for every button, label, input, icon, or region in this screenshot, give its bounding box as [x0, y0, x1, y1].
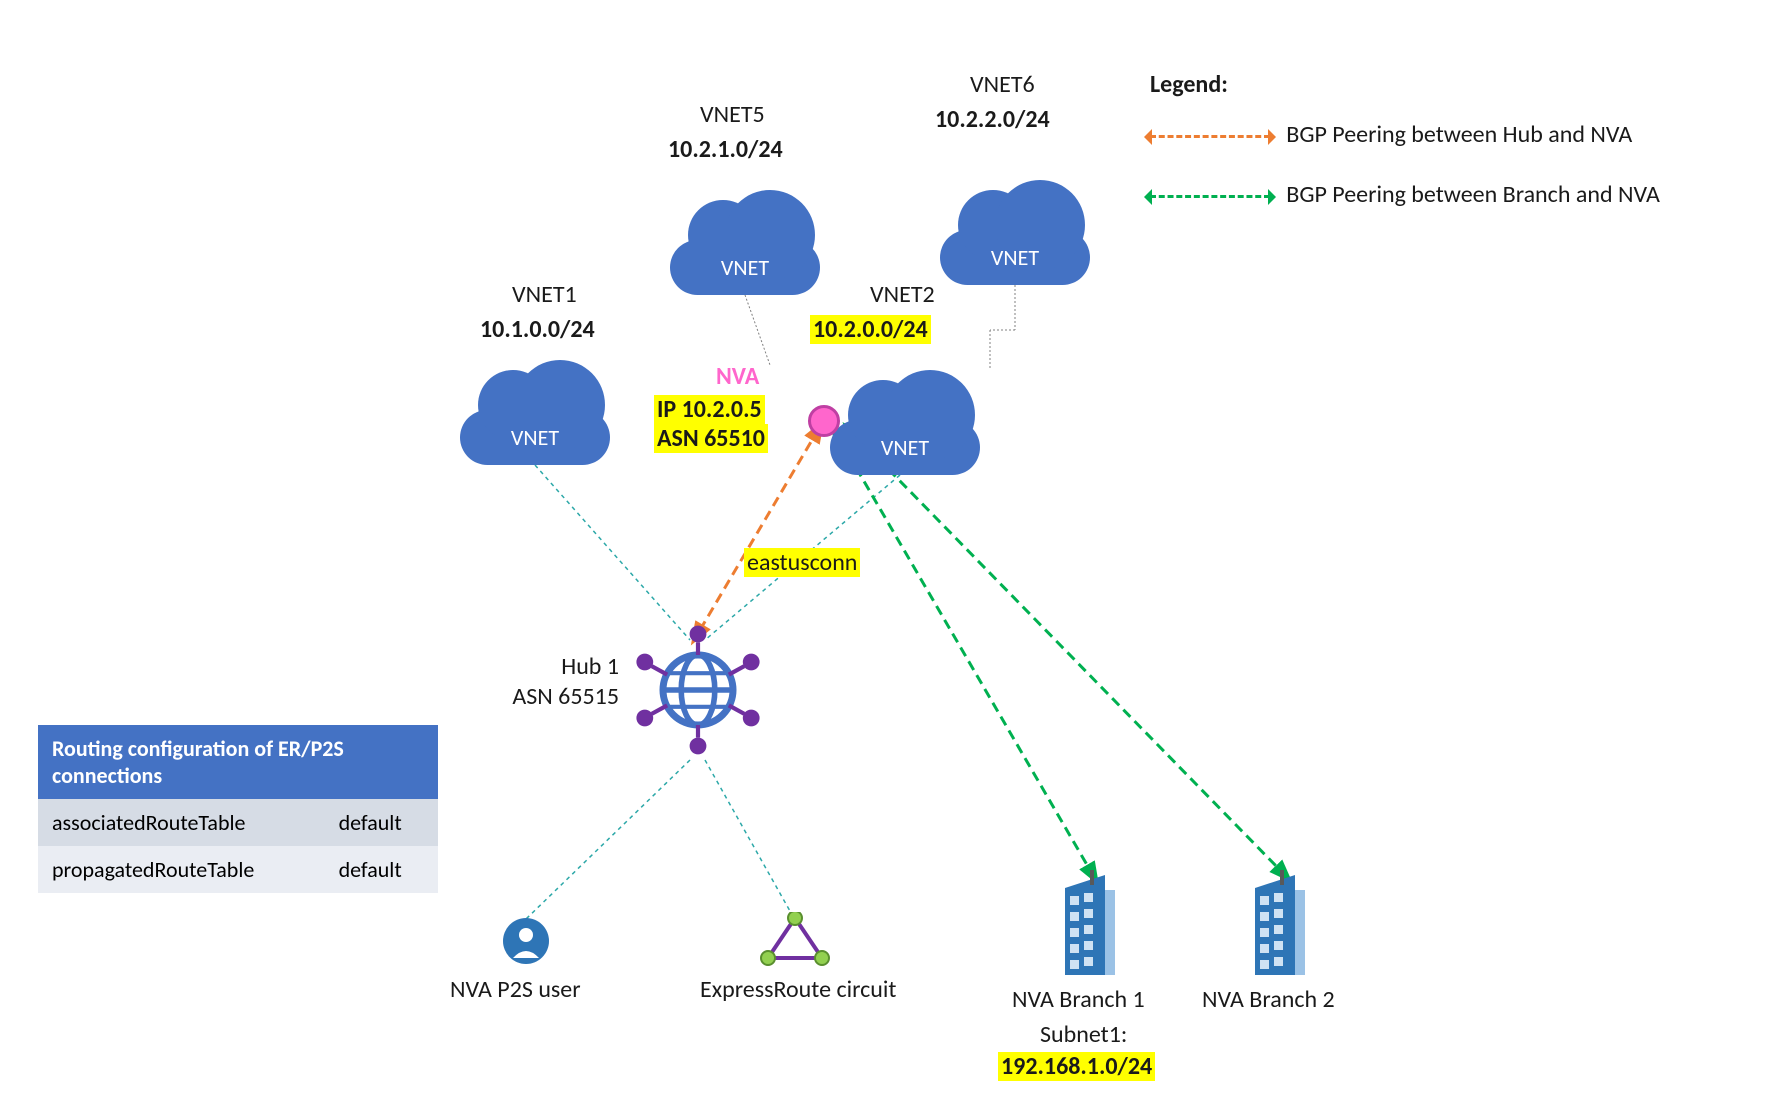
er-label: ExpressRoute circuit: [700, 975, 896, 1004]
branch1-subnet-label: Subnet1:: [1040, 1020, 1127, 1049]
vnet5-cidr: 10.2.1.0/24: [668, 135, 783, 164]
vnet1-cidr: 10.1.0.0/24: [480, 315, 595, 344]
branch1-icon: [1060, 870, 1120, 980]
branch2-icon: [1250, 870, 1310, 980]
vnet1-cloud: VNET: [460, 370, 610, 465]
connection-lines: [0, 0, 1785, 1113]
hub-icon: [628, 620, 768, 760]
expressroute-icon: [760, 912, 830, 968]
routing-val-0: default: [325, 799, 438, 846]
conn-label: eastusconn: [744, 548, 860, 577]
vnet1-title: VNET1: [512, 280, 577, 309]
p2s-user-icon: [503, 918, 549, 964]
legend-arrow-green: [1150, 195, 1270, 198]
nva-dot-icon: [808, 405, 840, 437]
legend-label-1: BGP Peering between Hub and NVA: [1286, 120, 1632, 149]
branch1-label: NVA Branch 1: [1012, 985, 1145, 1014]
table-row: associatedRouteTable default: [38, 799, 438, 846]
vnet2-title: VNET2: [870, 280, 935, 309]
legend-row-1: BGP Peering between Hub and NVA: [1150, 120, 1632, 149]
vnet2-cloud: VNET: [830, 380, 980, 475]
legend-title: Legend:: [1150, 70, 1228, 99]
vnet5-title: VNET5: [700, 100, 765, 129]
nva-info: IP 10.2.0.5 ASN 65510: [654, 395, 768, 453]
p2s-label: NVA P2S user: [450, 975, 581, 1004]
routing-val-1: default: [325, 846, 438, 893]
legend-arrow-orange: [1150, 135, 1270, 138]
branch2-label: NVA Branch 2: [1202, 985, 1335, 1014]
vnet6-node-text: VNET: [940, 244, 1090, 271]
legend-label-2: BGP Peering between Branch and NVA: [1286, 180, 1660, 209]
vnet5-node-text: VNET: [670, 254, 820, 281]
vnet5-cloud: VNET: [670, 200, 820, 295]
vnet6-cloud: VNET: [940, 190, 1090, 285]
vnet6-cidr: 10.2.2.0/24: [935, 105, 1050, 134]
hub-asn: ASN 65515: [494, 682, 619, 711]
hub-name: Hub 1: [494, 652, 619, 681]
routing-key-0: associatedRouteTable: [38, 799, 325, 846]
nva-label: NVA: [716, 362, 759, 391]
routing-config-table: Routing configuration of ER/P2S connecti…: [38, 725, 438, 893]
routing-key-1: propagatedRouteTable: [38, 846, 325, 893]
legend-row-2: BGP Peering between Branch and NVA: [1150, 180, 1660, 209]
table-row: propagatedRouteTable default: [38, 846, 438, 893]
vnet1-node-text: VNET: [460, 424, 610, 451]
routing-table-header: Routing configuration of ER/P2S connecti…: [38, 725, 438, 799]
branch1-subnet: 192.168.1.0/24: [998, 1052, 1155, 1081]
vnet6-title: VNET6: [970, 70, 1035, 99]
vnet2-node-text: VNET: [830, 434, 980, 461]
vnet2-cidr: 10.2.0.0/24: [810, 315, 931, 344]
